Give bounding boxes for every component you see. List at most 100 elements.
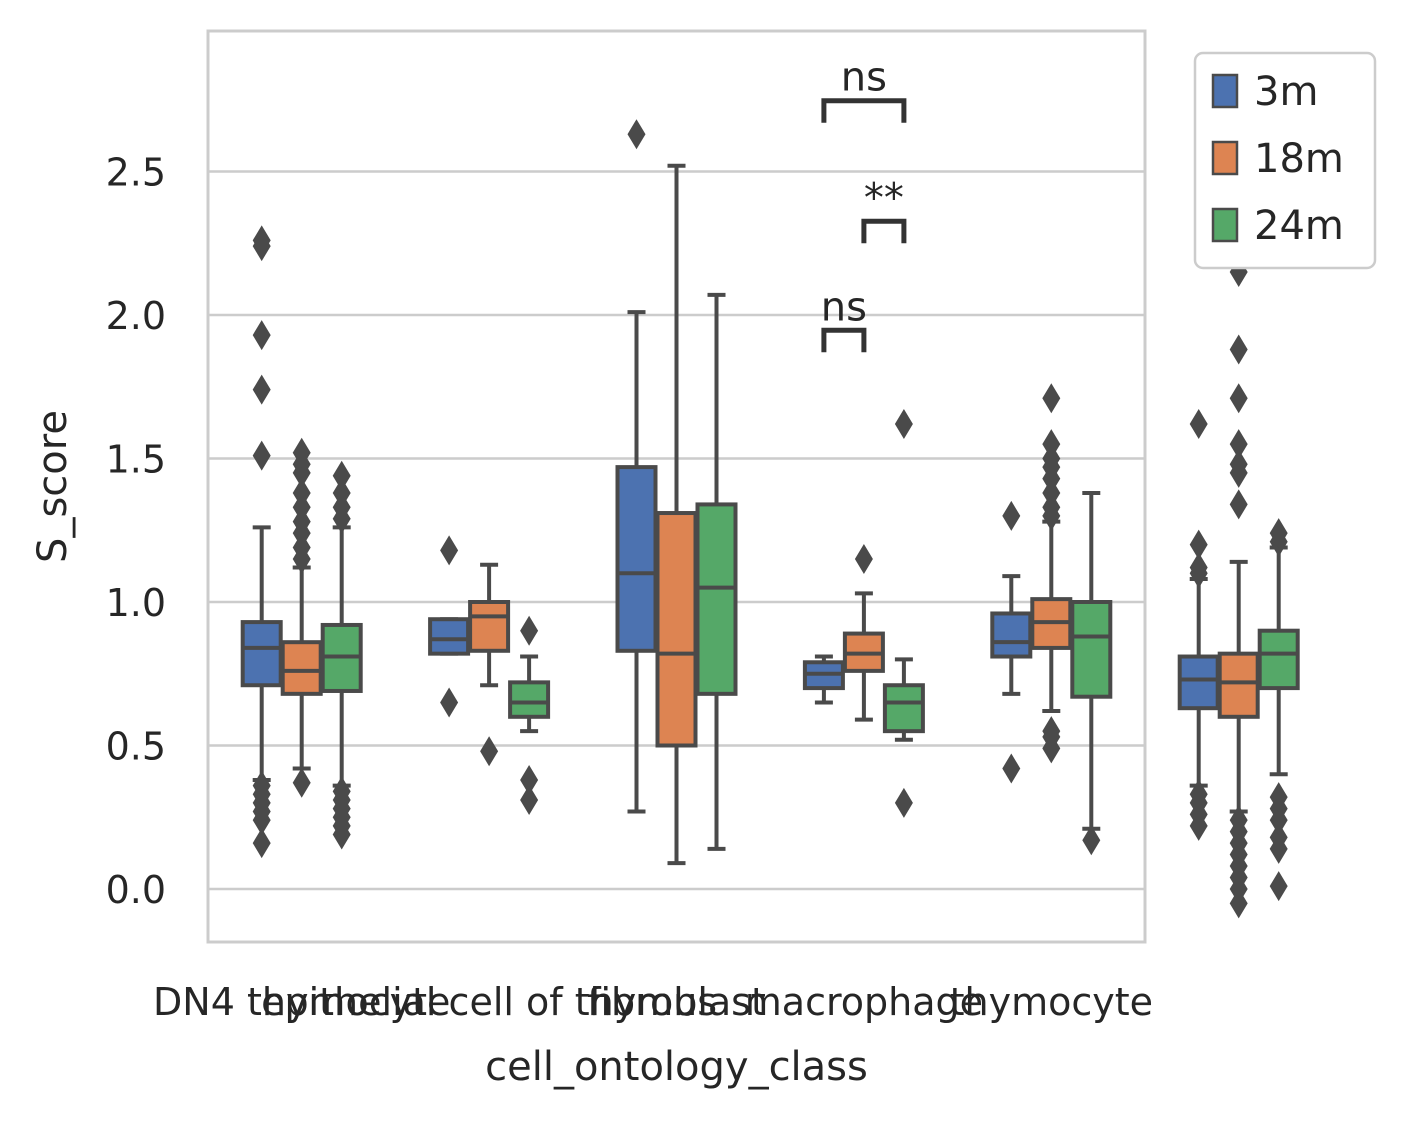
box-18m-0 (280, 437, 323, 798)
outlier-point (1229, 334, 1248, 365)
outlier-point (292, 477, 311, 508)
box-24m-2 (695, 292, 738, 851)
outlier-point (252, 828, 271, 859)
box-iqr (990, 611, 1033, 659)
legend-swatch (1211, 140, 1239, 176)
box-iqr (240, 620, 283, 688)
box-iqr (428, 617, 471, 656)
significance-bracket (861, 218, 907, 244)
significance-label: ns (821, 284, 867, 330)
box-3m-0 (240, 225, 283, 859)
outlier-point (332, 460, 351, 491)
outlier-point (1082, 825, 1101, 856)
outlier-point (1189, 779, 1208, 810)
box-iqr (1217, 651, 1260, 719)
outlier-point (1042, 429, 1061, 460)
box-iqr (655, 511, 698, 748)
box-iqr (695, 502, 738, 696)
box-18m-2 (655, 163, 698, 866)
box-iqr (280, 640, 323, 696)
y-tick-label: 2.0 (106, 294, 166, 338)
legend-frame (1193, 51, 1377, 270)
y-tick-label: 1.5 (106, 438, 166, 482)
outlier-point (1189, 529, 1208, 560)
box-3m-2 (615, 119, 658, 814)
x-tick-label: epithelial cell of thymus (261, 980, 717, 1024)
outlier-point (252, 374, 271, 405)
legend-label: 18m (1254, 136, 1344, 182)
box-iqr (508, 680, 551, 719)
significance-bracket (821, 98, 907, 123)
box-3m-5 (1177, 409, 1220, 841)
x-tick-label: thymocyte (950, 980, 1153, 1024)
box-3m-4 (990, 500, 1033, 784)
y-tick-label: 0.0 (106, 868, 166, 912)
box-3m-1 (428, 535, 471, 718)
box-18m-5 (1217, 165, 1260, 919)
outlier-point (894, 787, 913, 818)
outlier-point (520, 785, 539, 816)
outlier-point (627, 119, 646, 150)
outlier-point (1269, 871, 1288, 902)
outlier-point (520, 615, 539, 646)
outlier-point (252, 440, 271, 471)
outlier-point (1189, 409, 1208, 440)
box-3m-3 (802, 654, 845, 705)
outlier-point (1269, 518, 1288, 549)
outlier-point (440, 687, 459, 718)
outlier-point (520, 764, 539, 795)
outlier-point (1229, 805, 1248, 836)
x-axis-label: cell_ontology_class (485, 1044, 868, 1090)
outlier-point (1229, 489, 1248, 520)
significance-bracket (821, 327, 867, 353)
box-24m-0 (320, 460, 363, 850)
outlier-point (1042, 716, 1061, 747)
box-iqr (1070, 600, 1113, 699)
box-iqr (615, 465, 658, 653)
x-tick-label: DN4 thymocyte (153, 980, 450, 1024)
outlier-point (894, 409, 913, 440)
plot-frame (206, 29, 1147, 944)
outlier-point (252, 770, 271, 801)
significance-label: ns (841, 55, 887, 101)
box-24m-3 (882, 409, 925, 818)
outlier-point (252, 225, 271, 256)
x-tick-label: fibroblast (587, 980, 766, 1024)
outlier-point (332, 477, 351, 508)
outlier-point (440, 535, 459, 566)
outlier-point (1229, 429, 1248, 460)
outlier-point (1229, 383, 1248, 414)
outlier-point (292, 767, 311, 798)
significance-annotations: ns ** ns (821, 55, 907, 353)
outlier-point (480, 736, 499, 767)
outlier-point (292, 437, 311, 468)
outlier-point (1269, 782, 1288, 813)
outlier-point (332, 776, 351, 807)
box-18m-1 (468, 562, 511, 767)
legend-label: 24m (1254, 203, 1344, 249)
y-tick-label: 1.0 (106, 581, 166, 625)
y-axis-label: S_score (30, 410, 76, 563)
y-tick-labels: 0.0 0.5 1.0 1.5 2.0 2.5 (106, 151, 166, 913)
y-tick-label: 0.5 (106, 725, 166, 769)
box-iqr (882, 683, 925, 734)
legend-label: 3m (1254, 69, 1318, 115)
outlier-point (1189, 552, 1208, 583)
outlier-point (252, 320, 271, 351)
outlier-point (1229, 449, 1248, 480)
outlier-point (1042, 383, 1061, 414)
box-series (240, 119, 1300, 919)
box-24m-4 (1070, 490, 1113, 856)
legend-swatch (1211, 73, 1239, 109)
outlier-point (854, 543, 873, 574)
outlier-point (1269, 822, 1288, 853)
box-24m-1 (508, 615, 551, 816)
outlier-point (1002, 753, 1021, 784)
y-tick-label: 2.5 (106, 151, 166, 195)
x-tick-label: macrophage (745, 980, 983, 1024)
significance-label: ** (864, 175, 904, 221)
outlier-point (1002, 500, 1021, 531)
box-18m-3 (842, 543, 885, 722)
